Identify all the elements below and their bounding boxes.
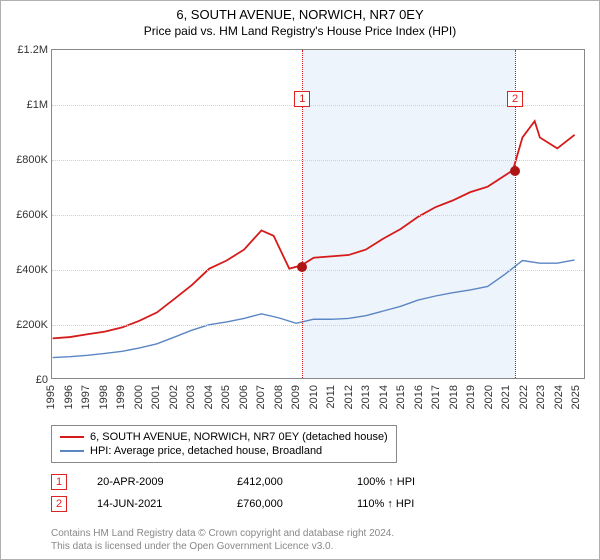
- sale-marker: 2: [507, 91, 523, 107]
- sale-point: [297, 262, 307, 272]
- plot-area: £0£200K£400K£600K£800K£1M£1.2M12: [51, 49, 585, 379]
- footer-line: This data is licensed under the Open Gov…: [51, 540, 394, 553]
- x-axis-label: 2003: [185, 385, 197, 409]
- x-axis-label: 2002: [168, 385, 180, 409]
- sale-row-date: 20-APR-2009: [97, 476, 207, 488]
- x-axis-label: 1996: [63, 385, 75, 409]
- x-axis-label: 1995: [45, 385, 57, 409]
- sale-row-pct: 100% ↑ HPI: [357, 476, 467, 488]
- title-block: 6, SOUTH AVENUE, NORWICH, NR7 0EY Price …: [1, 1, 599, 40]
- grid-line: [52, 105, 584, 106]
- sale-row-marker: 2: [51, 496, 67, 512]
- x-axis-label: 2001: [150, 385, 162, 409]
- sale-marker: 1: [294, 91, 310, 107]
- y-axis-label: £200K: [16, 319, 48, 331]
- y-axis-label: £400K: [16, 264, 48, 276]
- sale-row-marker: 1: [51, 474, 67, 490]
- sale-row: 2 14-JUN-2021 £760,000 110% ↑ HPI: [51, 493, 585, 515]
- y-axis-label: £800K: [16, 154, 48, 166]
- chart-title: 6, SOUTH AVENUE, NORWICH, NR7 0EY: [1, 7, 599, 22]
- series-line: [53, 260, 575, 358]
- x-axis-label: 2007: [255, 385, 267, 409]
- x-axis-label: 1999: [115, 385, 127, 409]
- x-axis-label: 2020: [483, 385, 495, 409]
- y-axis-label: £1M: [27, 99, 48, 111]
- x-axis-label: 2013: [360, 385, 372, 409]
- sale-row-date: 14-JUN-2021: [97, 498, 207, 510]
- x-axis-label: 1998: [98, 385, 110, 409]
- y-axis-label: £600K: [16, 209, 48, 221]
- x-axis-label: 2006: [238, 385, 250, 409]
- x-axis-label: 2008: [273, 385, 285, 409]
- sale-table: 1 20-APR-2009 £412,000 100% ↑ HPI 2 14-JUN-20…: [51, 471, 585, 515]
- grid-line: [52, 215, 584, 216]
- sale-point: [510, 166, 520, 176]
- x-axis-label: 2025: [570, 385, 582, 409]
- x-axis-label: 2018: [448, 385, 460, 409]
- chart-subtitle: Price paid vs. HM Land Registry's House …: [1, 24, 599, 38]
- x-axis-label: 2016: [413, 385, 425, 409]
- y-axis-label: £1.2M: [17, 44, 48, 56]
- legend-label: 6, SOUTH AVENUE, NORWICH, NR7 0EY (detac…: [90, 431, 388, 443]
- x-axis-label: 2019: [465, 385, 477, 409]
- chart-lines: [52, 50, 584, 378]
- x-axis-label: 2014: [378, 385, 390, 409]
- sale-row: 1 20-APR-2009 £412,000 100% ↑ HPI: [51, 471, 585, 493]
- footer-line: Contains HM Land Registry data © Crown c…: [51, 527, 394, 540]
- legend-swatch: [60, 450, 84, 452]
- x-axis-label: 2015: [395, 385, 407, 409]
- sale-row-pct: 110% ↑ HPI: [357, 498, 467, 510]
- sale-row-price: £412,000: [237, 476, 327, 488]
- x-axis-label: 2017: [430, 385, 442, 409]
- x-axis-label: 2005: [220, 385, 232, 409]
- footer: Contains HM Land Registry data © Crown c…: [51, 527, 394, 553]
- x-axis-label: 2024: [553, 385, 565, 409]
- x-axis-label: 2010: [308, 385, 320, 409]
- x-axis-label: 2000: [133, 385, 145, 409]
- x-axis-label: 2023: [535, 385, 547, 409]
- legend-swatch: [60, 436, 84, 438]
- x-axis-label: 2011: [325, 385, 337, 409]
- x-axis-label: 1997: [80, 385, 92, 409]
- series-line: [53, 121, 575, 338]
- legend-item: 6, SOUTH AVENUE, NORWICH, NR7 0EY (detac…: [60, 430, 388, 444]
- chart-container: 6, SOUTH AVENUE, NORWICH, NR7 0EY Price …: [0, 0, 600, 560]
- x-axis-labels: 1995199619971998199920002001200220032004…: [51, 381, 585, 421]
- legend-label: HPI: Average price, detached house, Broa…: [90, 445, 322, 457]
- grid-line: [52, 160, 584, 161]
- legend: 6, SOUTH AVENUE, NORWICH, NR7 0EY (detac…: [51, 425, 397, 463]
- x-axis-label: 2021: [500, 385, 512, 409]
- grid-line: [52, 325, 584, 326]
- x-axis-label: 2009: [290, 385, 302, 409]
- x-axis-label: 2022: [518, 385, 530, 409]
- x-axis-label: 2004: [203, 385, 215, 409]
- legend-item: HPI: Average price, detached house, Broa…: [60, 444, 388, 458]
- sale-row-price: £760,000: [237, 498, 327, 510]
- x-axis-label: 2012: [343, 385, 355, 409]
- grid-line: [52, 270, 584, 271]
